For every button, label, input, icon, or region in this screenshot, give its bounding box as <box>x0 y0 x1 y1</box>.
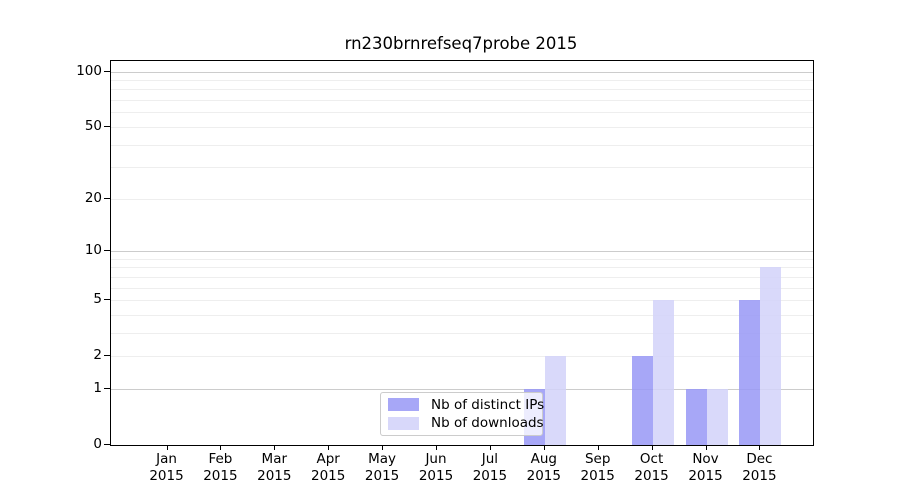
bar-distinct-ips-nov <box>685 388 707 445</box>
x-tick-mark <box>382 445 384 450</box>
y-tick-mark <box>104 444 110 445</box>
y-tick-label: 20 <box>84 189 102 206</box>
x-tick-label: Dec 2015 <box>742 451 777 484</box>
y-tick-mark <box>104 249 110 251</box>
legend-label: Nb of downloads <box>431 415 544 432</box>
gridline-minor <box>111 100 813 101</box>
legend-row: Nb of downloads <box>381 415 544 432</box>
x-tick-mark <box>274 445 276 450</box>
y-tick-mark <box>104 387 110 389</box>
y-tick-mark <box>104 355 110 357</box>
gridline-minor <box>111 89 813 91</box>
gridline-minor <box>111 287 813 289</box>
gridline-major <box>111 388 813 390</box>
gridline-minor <box>111 126 813 128</box>
x-tick-label: Feb 2015 <box>203 451 238 484</box>
y-tick-label: 100 <box>76 62 102 79</box>
x-tick-label: Mar 2015 <box>257 451 292 484</box>
y-tick-mark <box>104 70 110 72</box>
x-tick-mark <box>543 445 545 450</box>
bar-downloads-dec <box>760 267 782 445</box>
gridline-minor <box>111 144 813 146</box>
x-tick-label: Nov 2015 <box>688 451 723 484</box>
y-tick-label: 1 <box>93 379 102 396</box>
x-tick-label: May 2015 <box>364 451 400 484</box>
gridline-minor <box>111 314 813 316</box>
x-tick-mark <box>328 445 330 450</box>
legend-label: Nb of distinct IPs <box>431 396 545 413</box>
x-tick-label: Sep 2015 <box>580 451 615 484</box>
y-tick-label: 50 <box>84 117 102 134</box>
x-tick-label: Jan 2015 <box>149 451 184 484</box>
gridline-minor <box>111 112 813 114</box>
x-tick-label: Apr 2015 <box>311 451 346 484</box>
y-tick-mark <box>104 125 110 127</box>
y-tick-label: 5 <box>93 291 102 307</box>
x-tick-mark <box>597 445 599 450</box>
gridline-minor <box>111 198 813 200</box>
chart-title: rn230brnrefseq7probe 2015 <box>344 34 578 53</box>
y-tick-mark <box>104 197 110 199</box>
bar-distinct-ips-oct <box>631 356 653 445</box>
gridline-minor <box>111 79 813 81</box>
x-tick-label: Jul 2015 <box>472 451 508 484</box>
legend-row: Nb of distinct IPs <box>381 396 545 413</box>
bar-distinct-ips-dec <box>739 300 761 445</box>
gridline-minor <box>111 332 813 334</box>
bar-downloads-oct <box>652 300 674 445</box>
gridline-minor <box>111 267 813 269</box>
x-tick-label: Jun 2015 <box>418 451 454 484</box>
x-tick-mark <box>651 445 653 450</box>
gridline-major <box>111 71 813 73</box>
y-tick-mark <box>104 299 110 300</box>
legend: Nb of distinct IPs Nb of downloads <box>380 392 545 436</box>
y-tick-label: 2 <box>93 347 102 364</box>
gridline-minor <box>111 276 813 278</box>
legend-swatch-distinct-ips <box>388 398 419 412</box>
x-tick-mark <box>166 445 168 450</box>
x-tick-mark <box>705 445 707 450</box>
gridline-minor <box>111 258 813 260</box>
x-tick-label: Oct 2015 <box>634 451 669 484</box>
x-tick-mark <box>489 445 491 450</box>
x-tick-label: Aug 2015 <box>526 451 561 484</box>
bar-downloads-nov <box>706 388 728 445</box>
y-tick-label: 0 <box>93 436 102 452</box>
gridline-minor <box>111 167 813 169</box>
y-tick-label: 10 <box>84 241 102 258</box>
gridline-major <box>111 250 813 252</box>
x-tick-mark <box>436 445 437 450</box>
gridline-minor <box>111 356 813 358</box>
plot-area: Nb of distinct IPs Nb of downloads <box>110 60 814 446</box>
legend-swatch-downloads <box>388 416 419 430</box>
gridline-minor <box>111 300 813 301</box>
bar-downloads-aug <box>544 356 566 445</box>
x-tick-mark <box>220 445 222 450</box>
x-tick-mark <box>759 445 761 450</box>
